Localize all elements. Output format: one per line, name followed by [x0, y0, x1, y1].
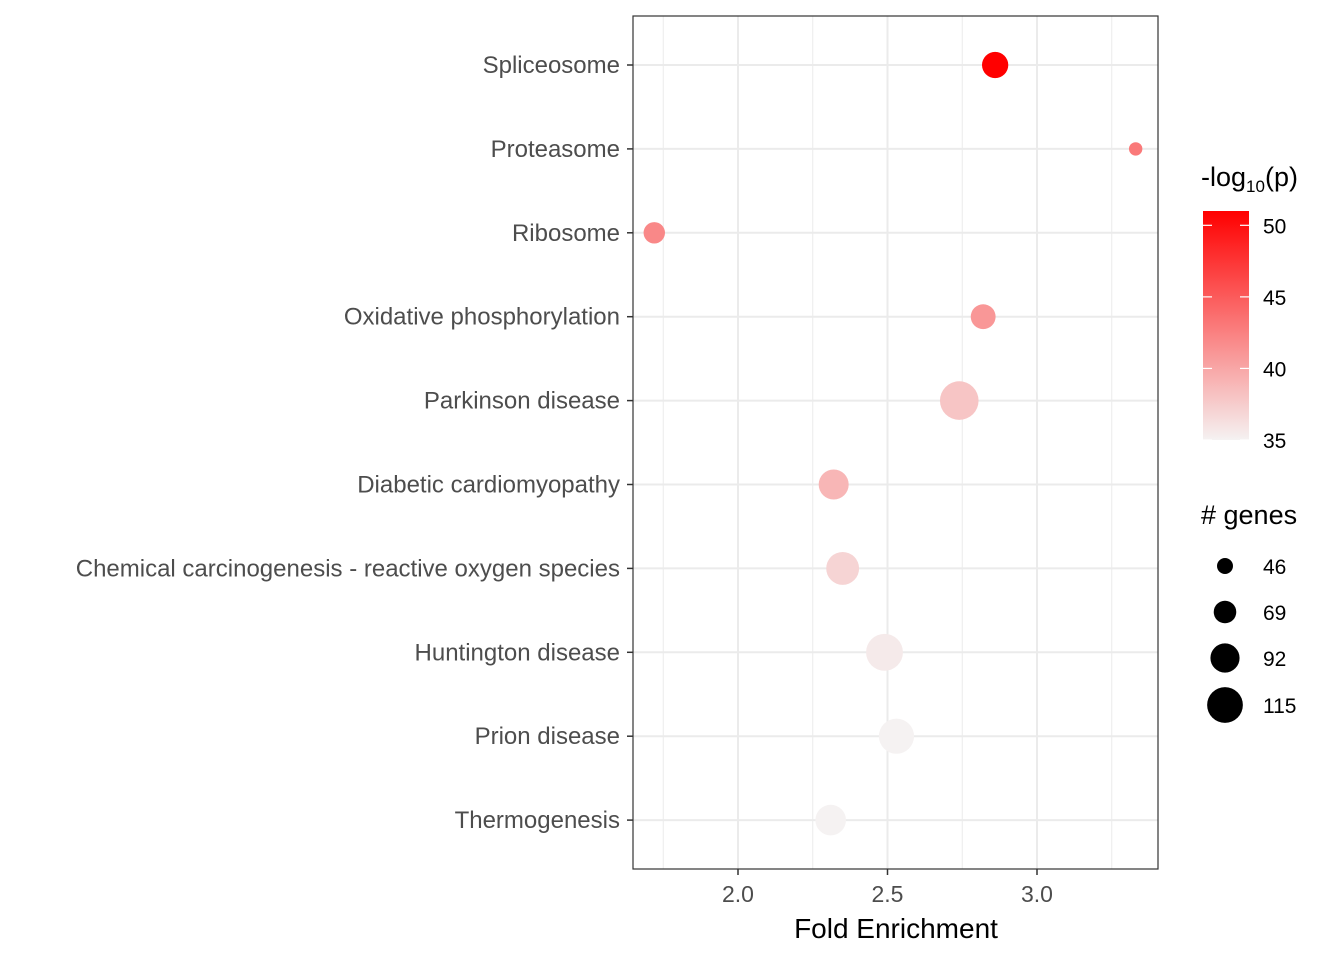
- y-category-label: Parkinson disease: [424, 388, 620, 415]
- size-legend-key: [1210, 643, 1240, 673]
- size-legend-items: 46 69 92 115: [1207, 556, 1296, 723]
- size-legend-key: [1217, 558, 1233, 574]
- minor-gridlines: [662, 16, 1113, 869]
- colorbar-tick-label: 50: [1263, 215, 1286, 238]
- y-axis: Spliceosome Proteasome Ribosome Oxidative p…: [76, 52, 633, 834]
- size-legend-label: 46: [1263, 556, 1286, 579]
- data-point: [970, 304, 996, 330]
- y-category-label: Proteasome: [491, 136, 620, 163]
- data-point: [981, 51, 1009, 79]
- x-axis-title: Fold Enrichment: [794, 913, 998, 944]
- y-category-label: Spliceosome: [483, 52, 620, 79]
- plot-panel: [632, 15, 1159, 870]
- x-tick-label: 3.0: [1021, 881, 1053, 907]
- size-legend-key: [1213, 600, 1237, 624]
- y-category-label: Chemical carcinogenesis - reactive oxyge…: [76, 555, 620, 582]
- y-category-label: Diabetic cardiomyopathy: [357, 472, 620, 499]
- data-point: [1128, 142, 1143, 156]
- colorbar-ticks: 35 40 45 50: [1203, 215, 1286, 453]
- x-axis: 2.0 2.5 3.0: [722, 869, 1053, 907]
- data-point: [815, 804, 846, 836]
- colorbar-tick-label: 40: [1263, 358, 1286, 381]
- size-legend-label: 92: [1263, 648, 1286, 671]
- color-legend-title-subscript: 10: [1246, 177, 1265, 196]
- x-tick-label: 2.0: [722, 881, 754, 907]
- color-legend-title: -log10(p): [1201, 162, 1298, 196]
- y-category-label: Ribosome: [512, 220, 620, 247]
- data-point: [826, 551, 860, 585]
- size-legend-key: [1207, 687, 1243, 723]
- data-point: [866, 633, 903, 671]
- data-point: [939, 381, 979, 420]
- y-category-label: Prion disease: [475, 723, 620, 750]
- size-legend-label: 69: [1263, 602, 1286, 625]
- color-legend-title-prefix: -log: [1201, 162, 1246, 192]
- y-category-label: Oxidative phosphorylation: [344, 304, 620, 331]
- size-legend-title: # genes: [1201, 500, 1297, 530]
- data-point: [878, 718, 915, 754]
- data-points: [643, 51, 1143, 836]
- data-point: [818, 469, 849, 500]
- color-legend-title-suffix: (p): [1265, 162, 1298, 192]
- colorbar-tick-label: 45: [1263, 287, 1286, 310]
- x-tick-label: 2.5: [872, 881, 904, 907]
- y-category-label: Huntington disease: [415, 639, 620, 666]
- y-category-label: Thermogenesis: [455, 807, 620, 834]
- colorbar-tick-label: 35: [1263, 430, 1286, 453]
- colorbar: [1203, 211, 1249, 440]
- size-legend-label: 115: [1263, 695, 1296, 718]
- data-point: [643, 222, 665, 244]
- size-legend: # genes 46 69 92 115: [1201, 500, 1297, 723]
- color-legend: -log10(p) 35 40 45 50: [1201, 162, 1298, 453]
